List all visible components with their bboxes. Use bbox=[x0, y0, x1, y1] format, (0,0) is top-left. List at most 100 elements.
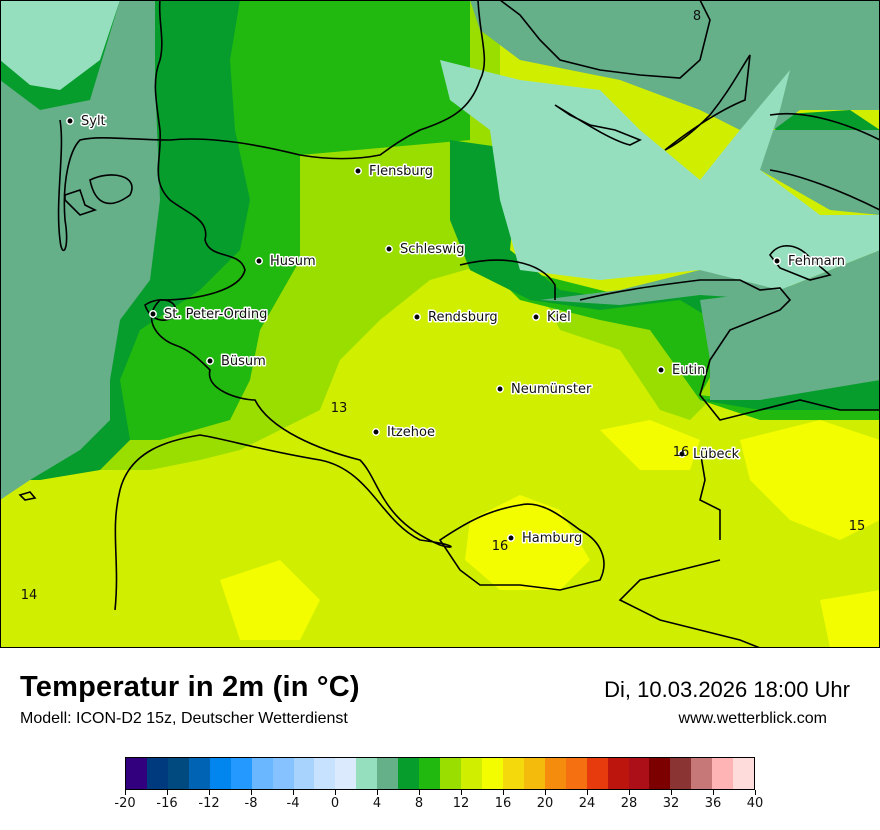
city-eutin: Eutin bbox=[657, 362, 707, 380]
legend-tick: 24 bbox=[567, 790, 607, 811]
sea-cold-baltic bbox=[440, 60, 880, 290]
city-dot-icon bbox=[206, 357, 214, 365]
city-schleswig: Schleswig bbox=[385, 241, 466, 259]
legend-tick: 40 bbox=[735, 790, 775, 811]
legend-swatch bbox=[502, 758, 524, 789]
legend-swatch bbox=[691, 758, 713, 789]
value-label: 16 bbox=[673, 445, 690, 460]
svg-text:Sylt: Sylt bbox=[81, 114, 106, 129]
legend-swatch bbox=[251, 758, 273, 789]
model-info: Modell: ICON-D2 15z, Deutscher Wetterdie… bbox=[20, 710, 348, 727]
svg-text:St. Peter-Ording: St. Peter-Ording bbox=[164, 307, 267, 322]
svg-text:Itzehoe: Itzehoe bbox=[387, 425, 435, 440]
legend-tick: 16 bbox=[483, 790, 523, 811]
value-label: 14 bbox=[21, 588, 38, 603]
value-label: 15 bbox=[849, 519, 866, 534]
legend-swatch bbox=[544, 758, 566, 789]
legend-swatch bbox=[335, 758, 357, 789]
city-dot-icon bbox=[532, 313, 540, 321]
legend-swatch bbox=[314, 758, 336, 789]
value-label: 13 bbox=[331, 401, 348, 416]
legend-tick: 8 bbox=[399, 790, 439, 811]
isoline-value-labels: 8 13 16 15 16 14 bbox=[21, 9, 866, 603]
legend-swatch bbox=[398, 758, 420, 789]
legend-swatch bbox=[440, 758, 461, 789]
value-label: 8 bbox=[693, 9, 701, 24]
svg-text:Lübeck: Lübeck bbox=[693, 447, 740, 462]
legend-swatch bbox=[712, 758, 734, 789]
city-rendsburg: Rendsburg bbox=[413, 309, 499, 327]
legend-swatch bbox=[481, 758, 503, 789]
city-dot-icon bbox=[149, 310, 157, 318]
city-kiel: Kiel bbox=[532, 309, 572, 327]
svg-text:Neumünster: Neumünster bbox=[511, 382, 592, 397]
svg-text:Kiel: Kiel bbox=[547, 310, 571, 325]
svg-text:Rendsburg: Rendsburg bbox=[428, 310, 498, 325]
city-dot-icon bbox=[372, 428, 380, 436]
forecast-datetime: Di, 10.03.2026 18:00 Uhr bbox=[604, 677, 850, 702]
legend-swatch bbox=[146, 758, 168, 789]
legend-swatch bbox=[272, 758, 294, 789]
legend-tick: 28 bbox=[609, 790, 649, 811]
sea-cold-zone bbox=[0, 0, 120, 90]
city-flensburg: Flensburg bbox=[354, 163, 434, 181]
city-dot-icon bbox=[496, 385, 504, 393]
website-link[interactable]: www.wetterblick.com bbox=[678, 710, 827, 727]
legend-swatch bbox=[649, 758, 671, 789]
legend-tick: -4 bbox=[273, 790, 313, 811]
legend-swatch bbox=[356, 758, 378, 789]
city-dot-icon bbox=[354, 167, 362, 175]
city-sylt: Sylt bbox=[66, 113, 107, 131]
legend-swatch bbox=[293, 758, 315, 789]
legend-tick: -16 bbox=[147, 790, 187, 811]
legend-swatch bbox=[565, 758, 587, 789]
city-neum-nster: Neumünster bbox=[496, 381, 593, 399]
chart-title: Temperatur in 2m (in °C) bbox=[20, 671, 360, 703]
legend-tick: 36 bbox=[693, 790, 733, 811]
city-st-peter-ording: St. Peter-Ording bbox=[149, 306, 269, 324]
legend-tick: 20 bbox=[525, 790, 565, 811]
legend-swatch bbox=[461, 758, 482, 789]
coastlines bbox=[18, 0, 880, 648]
city-l-beck: Lübeck bbox=[678, 446, 741, 464]
legend-swatch bbox=[628, 758, 650, 789]
city-dot-icon bbox=[385, 245, 393, 253]
legend-tick: 0 bbox=[315, 790, 355, 811]
warm-patches bbox=[220, 420, 880, 648]
legend-tick: 4 bbox=[357, 790, 397, 811]
legend-swatch bbox=[733, 758, 755, 789]
value-label: 16 bbox=[492, 539, 509, 554]
city-dot-icon bbox=[657, 366, 665, 374]
legend-tick: -8 bbox=[231, 790, 271, 811]
legend-ticks: -20 -16 -12 -8 -4 0 4 8 12 16 20 24 28 32 36 40 bbox=[114, 790, 763, 820]
city-hamburg: Hamburg bbox=[507, 530, 584, 548]
city-dot-icon bbox=[678, 450, 686, 458]
legend-swatch bbox=[230, 758, 252, 789]
city-dot-icon bbox=[507, 534, 515, 542]
svg-text:Schleswig: Schleswig bbox=[400, 242, 465, 257]
city-markers: Sylt Flensburg Schleswig Husum Fehmarn St. Pe… bbox=[66, 113, 847, 548]
svg-text:Husum: Husum bbox=[270, 254, 316, 269]
legend-swatch bbox=[670, 758, 692, 789]
legend-swatch bbox=[523, 758, 545, 789]
city-husum: Husum bbox=[255, 253, 317, 271]
city-dot-icon bbox=[773, 257, 781, 265]
sea-mid-zone bbox=[0, 0, 160, 500]
legend-swatch bbox=[586, 758, 608, 789]
city-dot-icon bbox=[255, 257, 263, 265]
svg-text:Fehmarn: Fehmarn bbox=[788, 254, 845, 269]
city-b-sum: Büsum bbox=[206, 353, 267, 371]
legend-tick: -20 bbox=[105, 790, 145, 811]
svg-text:Eutin: Eutin bbox=[672, 363, 705, 378]
legend-tick: -12 bbox=[189, 790, 229, 811]
city-dot-icon bbox=[66, 117, 74, 125]
city-itzehoe: Itzehoe bbox=[372, 424, 436, 442]
color-legend bbox=[125, 757, 755, 790]
legend-swatch bbox=[126, 758, 147, 789]
city-fehmarn: Fehmarn bbox=[773, 253, 847, 271]
legend-swatch bbox=[167, 758, 189, 789]
temperature-map[interactable]: Sylt Flensburg Schleswig Husum Fehmarn St. Pe… bbox=[0, 0, 880, 648]
legend-tick: 12 bbox=[441, 790, 481, 811]
legend-tick: 32 bbox=[651, 790, 691, 811]
legend-swatch bbox=[419, 758, 441, 789]
